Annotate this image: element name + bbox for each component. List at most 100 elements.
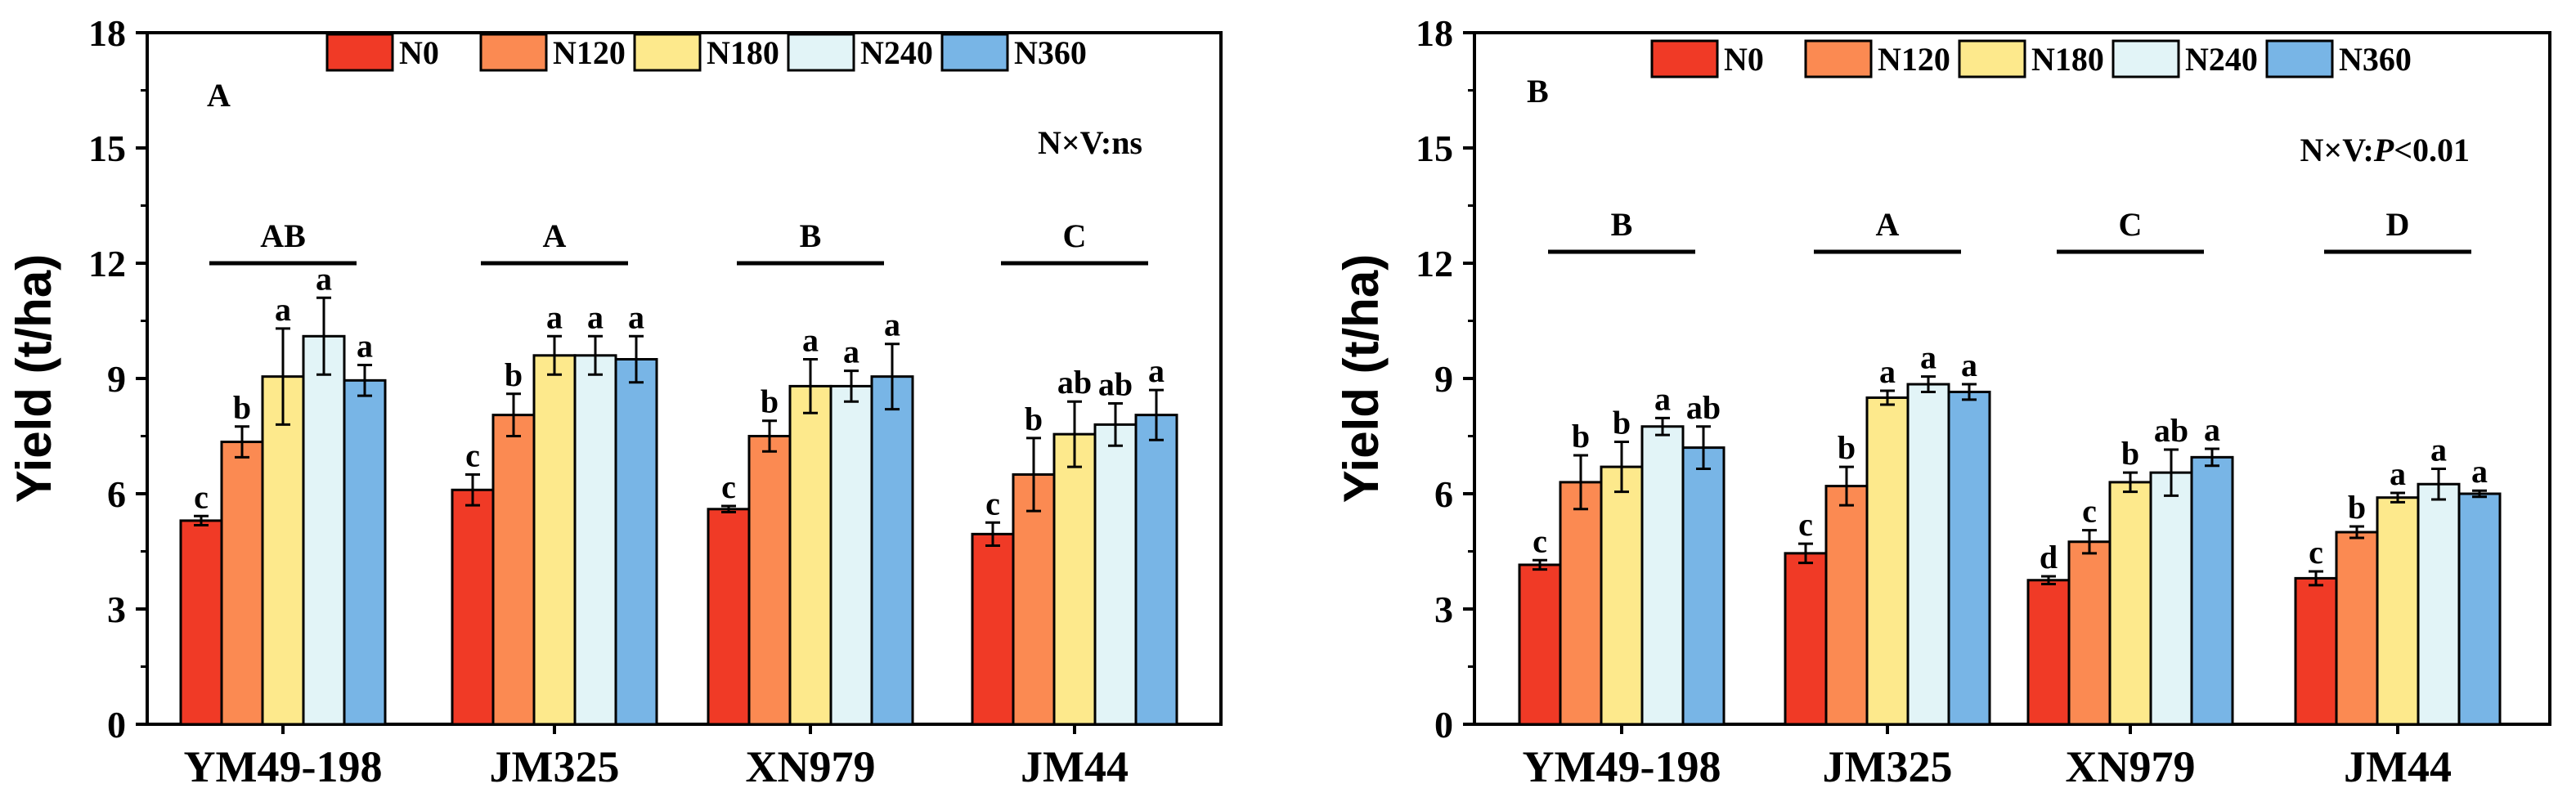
significance-letter: c (985, 485, 1000, 522)
bar-n360 (2457, 492, 2502, 726)
panel-label: B (1527, 73, 1549, 110)
legend-label: N360 (2339, 41, 2412, 78)
bar-n0 (179, 519, 223, 726)
y-tick-label: 15 (88, 128, 126, 169)
panel-label: A (207, 77, 231, 114)
x-tick-label: JM44 (2344, 742, 2452, 791)
significance-letter: b (1025, 401, 1043, 437)
bar-n180 (1865, 396, 1910, 726)
y-tick-label: 18 (88, 12, 126, 54)
significance-letter: a (546, 298, 563, 335)
significance-letter: a (884, 307, 900, 343)
significance-letter: a (843, 334, 859, 370)
significance-letter: c (1798, 506, 1813, 543)
significance-letter: a (628, 298, 644, 335)
legend-swatch-n0 (1650, 39, 1719, 78)
bar-n360 (1681, 446, 1726, 726)
significance-letter: a (802, 322, 819, 359)
bar-n180 (532, 354, 577, 726)
bar-n120 (1824, 485, 1869, 726)
interaction-annotation: N×V:P<0.01 (2300, 132, 2470, 168)
y-tick-label: 6 (107, 473, 126, 515)
significance-letter: b (761, 383, 779, 420)
legend-swatch-n360 (940, 33, 1009, 72)
bar-n180 (261, 375, 305, 726)
bar-n0 (707, 508, 751, 726)
legend-label: N180 (707, 34, 779, 71)
bar-n180 (1052, 432, 1097, 726)
significance-letter: a (587, 298, 604, 335)
y-tick-label: 18 (1416, 12, 1453, 54)
bar-n360 (870, 375, 914, 726)
y-tick-label: 0 (1434, 704, 1453, 746)
legend-label: N180 (2031, 41, 2104, 78)
bar-n360 (614, 358, 658, 726)
legend-swatch-n180 (1958, 39, 2026, 78)
bar-n120 (491, 414, 536, 726)
y-tick-label: 9 (1434, 358, 1453, 400)
annotation-part: ns (1111, 124, 1142, 161)
group-letter: A (543, 217, 567, 254)
interaction-annotation: N×V:ns (1038, 124, 1142, 161)
legend-label: N240 (860, 34, 933, 71)
y-axis-label: Yield (t/ha) (1334, 254, 1389, 503)
significance-letter: b (505, 356, 523, 393)
legend-swatch-n120 (479, 33, 548, 72)
bar-n240 (302, 334, 346, 726)
bar-n0 (451, 488, 495, 726)
group-letter: D (2386, 206, 2410, 243)
legend-label: N0 (399, 34, 439, 71)
bar-n120 (2067, 540, 2112, 726)
annotation-part: N×V: (1038, 124, 1111, 161)
bar-n360 (343, 378, 387, 726)
bar-n360 (1947, 390, 1991, 726)
bar-n0 (2294, 576, 2338, 726)
significance-letter: a (357, 328, 373, 365)
significance-letter: a (2471, 453, 2488, 490)
x-tick-label: YM49-198 (1523, 742, 1721, 791)
significance-letter: ab (1686, 389, 1721, 426)
bar-n0 (1784, 552, 1828, 726)
significance-letter: a (275, 291, 291, 328)
legend-swatch-n240 (2112, 39, 2180, 78)
legend-swatch-n0 (325, 33, 394, 72)
bar-n240 (1640, 425, 1685, 726)
bar-n240 (2149, 471, 2193, 726)
group-letter: B (1611, 206, 1633, 243)
y-tick-label: 3 (1434, 589, 1453, 630)
legend-swatch-n360 (2265, 39, 2334, 78)
legend-swatch-n180 (633, 33, 702, 72)
group-letter: A (1876, 206, 1900, 243)
y-tick-label: 15 (1416, 128, 1453, 169)
significance-letter: b (233, 389, 251, 426)
legend-swatch-n240 (787, 33, 855, 72)
significance-letter: a (2430, 431, 2447, 468)
significance-letter: ab (2154, 412, 2188, 449)
significance-letter: c (2309, 534, 2323, 571)
legend-label: N0 (1724, 41, 1764, 78)
significance-letter: b (2348, 489, 2366, 526)
significance-letter: b (2121, 435, 2139, 472)
significance-letter: b (1838, 429, 1856, 466)
annotation-part: P (2373, 132, 2394, 168)
significance-letter: c (721, 468, 736, 505)
bar-n240 (573, 354, 617, 726)
bar-n180 (2108, 481, 2152, 726)
bar-n240 (829, 384, 873, 726)
legend-swatch-n120 (1804, 39, 1873, 78)
significance-letter: a (316, 260, 332, 297)
bar-n180 (788, 384, 832, 726)
bar-n240 (2417, 482, 2461, 726)
significance-letter: d (2040, 539, 2058, 575)
bar-n0 (971, 532, 1015, 726)
y-tick-label: 12 (88, 243, 126, 284)
bar-n120 (747, 435, 792, 726)
significance-letter: a (1961, 347, 1977, 383)
y-axis-label: Yield (t/ha) (7, 254, 61, 503)
bar-n360 (2190, 455, 2234, 726)
significance-letter: ab (1098, 366, 1133, 403)
x-tick-label: XN979 (2066, 742, 2196, 791)
annotation-part: N×V: (2300, 132, 2374, 168)
significance-letter: a (2390, 455, 2406, 492)
